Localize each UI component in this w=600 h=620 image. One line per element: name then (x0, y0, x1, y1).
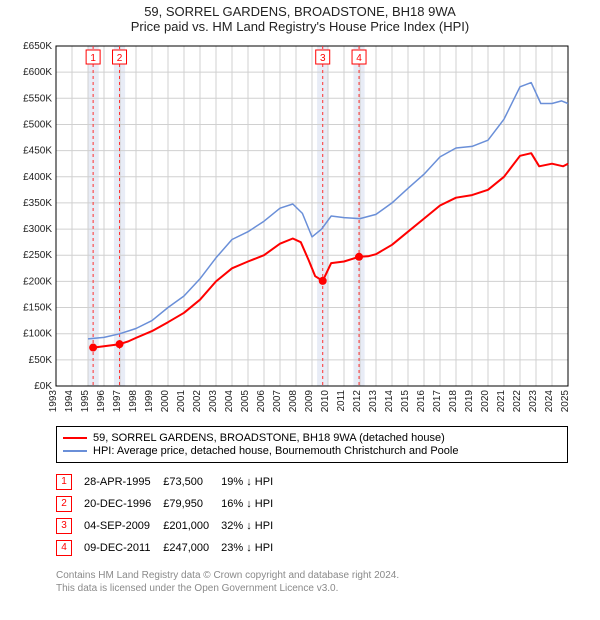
legend-label: 59, SORREL GARDENS, BROADSTONE, BH18 9WA… (93, 432, 445, 444)
svg-text:2006: 2006 (256, 390, 267, 413)
sale-delta: 23% ↓ HPI (221, 537, 285, 559)
svg-text:£400K: £400K (23, 172, 52, 183)
svg-text:2010: 2010 (320, 390, 331, 413)
sale-price: £247,000 (163, 537, 221, 559)
svg-text:£200K: £200K (23, 276, 52, 287)
svg-text:1993: 1993 (48, 390, 59, 413)
svg-text:3: 3 (320, 53, 326, 64)
table-row: 3 04-SEP-2009£201,00032% ↓ HPI (56, 515, 285, 537)
svg-text:2017: 2017 (432, 390, 443, 413)
sale-marker: 4 (56, 540, 72, 556)
svg-text:£250K: £250K (23, 250, 52, 261)
svg-text:2001: 2001 (176, 390, 187, 413)
svg-text:£450K: £450K (23, 146, 52, 157)
svg-text:2: 2 (117, 53, 123, 64)
svg-text:2013: 2013 (368, 390, 379, 413)
svg-text:£550K: £550K (23, 93, 52, 104)
attribution-line1: Contains HM Land Registry data © Crown c… (56, 569, 568, 582)
svg-text:2004: 2004 (224, 390, 235, 413)
sale-date: 28-APR-1995 (84, 471, 163, 493)
sale-price: £201,000 (163, 515, 221, 537)
svg-text:1998: 1998 (128, 390, 139, 413)
svg-text:2015: 2015 (400, 390, 411, 413)
table-row: 1 28-APR-1995£73,50019% ↓ HPI (56, 471, 285, 493)
svg-text:£100K: £100K (23, 329, 52, 340)
svg-text:2002: 2002 (192, 390, 203, 413)
sale-delta: 16% ↓ HPI (221, 493, 285, 515)
svg-text:2018: 2018 (448, 390, 459, 413)
sale-price: £73,500 (163, 471, 221, 493)
svg-text:£500K: £500K (23, 119, 52, 130)
svg-text:2003: 2003 (208, 390, 219, 413)
chart: £0K£50K£100K£150K£200K£250K£300K£350K£40… (0, 40, 600, 420)
svg-text:2011: 2011 (336, 390, 347, 412)
svg-text:£150K: £150K (23, 303, 52, 314)
svg-text:£350K: £350K (23, 198, 52, 209)
svg-text:2020: 2020 (480, 390, 491, 413)
svg-text:2023: 2023 (528, 390, 539, 413)
legend-swatch (63, 450, 87, 452)
attribution-line2: This data is licensed under the Open Gov… (56, 582, 568, 595)
svg-text:£600K: £600K (23, 67, 52, 78)
legend-row: HPI: Average price, detached house, Bour… (63, 445, 561, 457)
sale-marker: 1 (56, 474, 72, 490)
sale-delta: 19% ↓ HPI (221, 471, 285, 493)
svg-text:£300K: £300K (23, 224, 52, 235)
legend: 59, SORREL GARDENS, BROADSTONE, BH18 9WA… (56, 426, 568, 463)
svg-text:2024: 2024 (544, 390, 555, 413)
chart-title-sub: Price paid vs. HM Land Registry's House … (0, 19, 600, 34)
legend-label: HPI: Average price, detached house, Bour… (93, 445, 458, 457)
svg-text:2000: 2000 (160, 390, 171, 413)
svg-text:1995: 1995 (80, 390, 91, 413)
sale-date: 09-DEC-2011 (84, 537, 163, 559)
svg-text:2016: 2016 (416, 390, 427, 413)
attribution: Contains HM Land Registry data © Crown c… (56, 569, 568, 595)
svg-text:2005: 2005 (240, 390, 251, 413)
sale-date: 20-DEC-1996 (84, 493, 163, 515)
chart-svg: £0K£50K£100K£150K£200K£250K£300K£350K£40… (0, 40, 600, 420)
table-row: 4 09-DEC-2011£247,00023% ↓ HPI (56, 537, 285, 559)
svg-text:1999: 1999 (144, 390, 155, 413)
svg-text:2009: 2009 (304, 390, 315, 413)
svg-text:2021: 2021 (496, 390, 507, 413)
sale-date: 04-SEP-2009 (84, 515, 163, 537)
table-row: 2 20-DEC-1996£79,95016% ↓ HPI (56, 493, 285, 515)
svg-text:£650K: £650K (23, 41, 52, 52)
svg-text:2008: 2008 (288, 390, 299, 413)
svg-text:4: 4 (356, 53, 362, 64)
legend-swatch (63, 437, 87, 439)
svg-text:1997: 1997 (112, 390, 123, 413)
svg-text:2019: 2019 (464, 390, 475, 413)
chart-title-address: 59, SORREL GARDENS, BROADSTONE, BH18 9WA (0, 4, 600, 19)
svg-text:2022: 2022 (512, 390, 523, 413)
sales-table: 1 28-APR-1995£73,50019% ↓ HPI 2 20-DEC-1996… (56, 471, 568, 559)
sale-marker: 3 (56, 518, 72, 534)
svg-text:1994: 1994 (64, 390, 75, 413)
svg-text:2007: 2007 (272, 390, 283, 413)
sale-delta: 32% ↓ HPI (221, 515, 285, 537)
sale-price: £79,950 (163, 493, 221, 515)
svg-text:£50K: £50K (29, 355, 53, 366)
svg-text:2012: 2012 (352, 390, 363, 413)
svg-text:2014: 2014 (384, 390, 395, 413)
svg-text:2025: 2025 (560, 390, 571, 413)
legend-row: 59, SORREL GARDENS, BROADSTONE, BH18 9WA… (63, 432, 561, 444)
sale-marker: 2 (56, 496, 72, 512)
svg-text:1996: 1996 (96, 390, 107, 413)
svg-text:1: 1 (90, 53, 96, 64)
